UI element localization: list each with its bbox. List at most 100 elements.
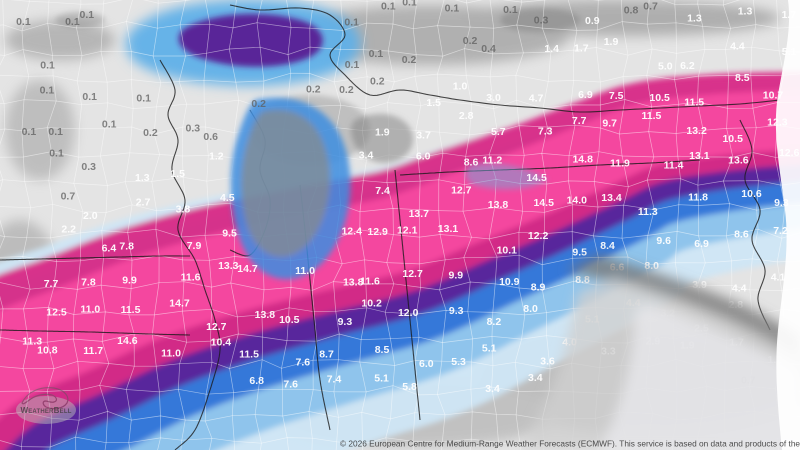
svg-text:4.1: 4.1 [771,271,786,283]
svg-text:8.5: 8.5 [735,72,750,84]
svg-text:0.7: 0.7 [643,0,658,12]
svg-text:0.2: 0.2 [143,127,158,139]
svg-text:0.2: 0.2 [306,84,321,96]
svg-text:11.0: 11.0 [295,265,315,277]
svg-text:0.1: 0.1 [503,4,518,16]
svg-text:14.7: 14.7 [237,263,258,275]
svg-text:14.7: 14.7 [169,298,190,310]
svg-text:0.1: 0.1 [344,17,359,29]
svg-text:12.7: 12.7 [451,185,472,197]
svg-text:10.8: 10.8 [37,345,58,357]
svg-text:0.1: 0.1 [40,60,55,72]
svg-text:0.7: 0.7 [61,191,76,203]
svg-text:13.7: 13.7 [409,208,430,220]
svg-text:4.4: 4.4 [730,40,745,52]
svg-text:10.4: 10.4 [211,336,232,348]
svg-text:11.5: 11.5 [239,348,259,360]
svg-text:13.6: 13.6 [728,154,749,166]
svg-text:0.1: 0.1 [82,91,97,103]
svg-text:1.7: 1.7 [574,42,589,54]
svg-text:0.8: 0.8 [624,5,639,17]
svg-text:0.9: 0.9 [585,15,600,27]
svg-text:11.2: 11.2 [482,154,502,166]
svg-text:1.3: 1.3 [135,172,150,184]
svg-text:0.4: 0.4 [481,43,496,55]
svg-text:12.1: 12.1 [397,225,418,237]
svg-text:0.1: 0.1 [16,16,31,28]
svg-text:5.3: 5.3 [451,356,466,368]
svg-text:7.8: 7.8 [119,241,134,253]
svg-text:0.1: 0.1 [345,59,360,71]
svg-text:10.6: 10.6 [741,188,762,200]
svg-text:12.5: 12.5 [46,307,67,319]
svg-text:1.9: 1.9 [375,127,390,139]
svg-text:12.2: 12.2 [528,230,549,242]
svg-text:1.2: 1.2 [209,150,224,162]
svg-text:11.7: 11.7 [83,345,103,357]
svg-text:0.1: 0.1 [22,126,37,138]
svg-text:0.1: 0.1 [402,0,417,9]
svg-text:7.5: 7.5 [609,90,624,102]
svg-text:7.9: 7.9 [187,240,202,252]
svg-text:11.6: 11.6 [360,276,380,288]
svg-text:7.6: 7.6 [283,379,298,391]
svg-text:13.8: 13.8 [488,199,509,211]
svg-text:11.5: 11.5 [641,110,661,122]
svg-text:0.1: 0.1 [79,9,94,21]
svg-text:0.2: 0.2 [402,54,417,66]
svg-text:11.4: 11.4 [664,160,684,172]
svg-text:13.1: 13.1 [438,223,459,235]
svg-text:3.4: 3.4 [485,383,500,395]
svg-text:0.3: 0.3 [81,161,96,173]
svg-text:7.8: 7.8 [81,277,96,289]
svg-text:9.9: 9.9 [122,275,137,287]
svg-text:8.8: 8.8 [575,274,590,286]
svg-text:11.9: 11.9 [610,158,630,170]
svg-text:1.3: 1.3 [687,13,702,25]
svg-text:11.5: 11.5 [121,304,141,316]
svg-text:5.0: 5.0 [658,60,673,72]
svg-text:0.1: 0.1 [445,2,460,14]
svg-text:5.1: 5.1 [374,372,389,384]
svg-text:0.2: 0.2 [251,98,266,110]
svg-text:12.4: 12.4 [341,226,362,238]
svg-text:11.0: 11.0 [80,303,100,315]
svg-text:12.9: 12.9 [367,226,388,238]
svg-text:0.1: 0.1 [369,48,384,60]
svg-text:© 2026 European Centre for Med: © 2026 European Centre for Medium-Range … [340,439,800,449]
svg-text:12.0: 12.0 [398,307,419,319]
svg-text:10.5: 10.5 [279,314,300,326]
svg-text:13.2: 13.2 [686,125,707,137]
svg-text:0.1: 0.1 [381,0,396,12]
svg-text:0.2: 0.2 [339,84,354,96]
svg-text:0.2: 0.2 [370,76,385,88]
svg-text:7.4: 7.4 [327,373,342,385]
svg-text:0.1: 0.1 [136,92,151,104]
svg-text:13.4: 13.4 [601,192,622,204]
svg-text:7.7: 7.7 [44,278,59,290]
svg-text:3.7: 3.7 [416,130,431,142]
svg-text:3.4: 3.4 [359,150,374,162]
svg-text:0.6: 0.6 [203,131,218,143]
svg-text:7.3: 7.3 [538,126,553,138]
svg-text:9.7: 9.7 [602,118,617,130]
svg-text:2.8: 2.8 [459,110,474,122]
svg-text:14.5: 14.5 [526,172,547,184]
svg-text:14.6: 14.6 [117,335,138,347]
svg-text:8.6: 8.6 [464,157,479,169]
svg-text:13.8: 13.8 [255,309,276,321]
svg-text:8.5: 8.5 [375,344,390,356]
svg-text:10.2: 10.2 [361,297,382,309]
svg-text:7.2: 7.2 [773,225,788,237]
svg-text:10.1: 10.1 [497,245,518,257]
svg-text:3.4: 3.4 [528,372,543,384]
svg-text:14.0: 14.0 [567,194,588,206]
svg-text:9.3: 9.3 [449,305,464,317]
svg-text:11.8: 11.8 [688,192,708,204]
svg-text:6.0: 6.0 [416,150,431,162]
svg-text:10.9: 10.9 [499,276,520,288]
svg-text:9.9: 9.9 [448,269,463,281]
svg-text:8.7: 8.7 [319,348,334,360]
svg-text:11.5: 11.5 [684,96,704,108]
svg-text:0.3: 0.3 [534,14,549,26]
